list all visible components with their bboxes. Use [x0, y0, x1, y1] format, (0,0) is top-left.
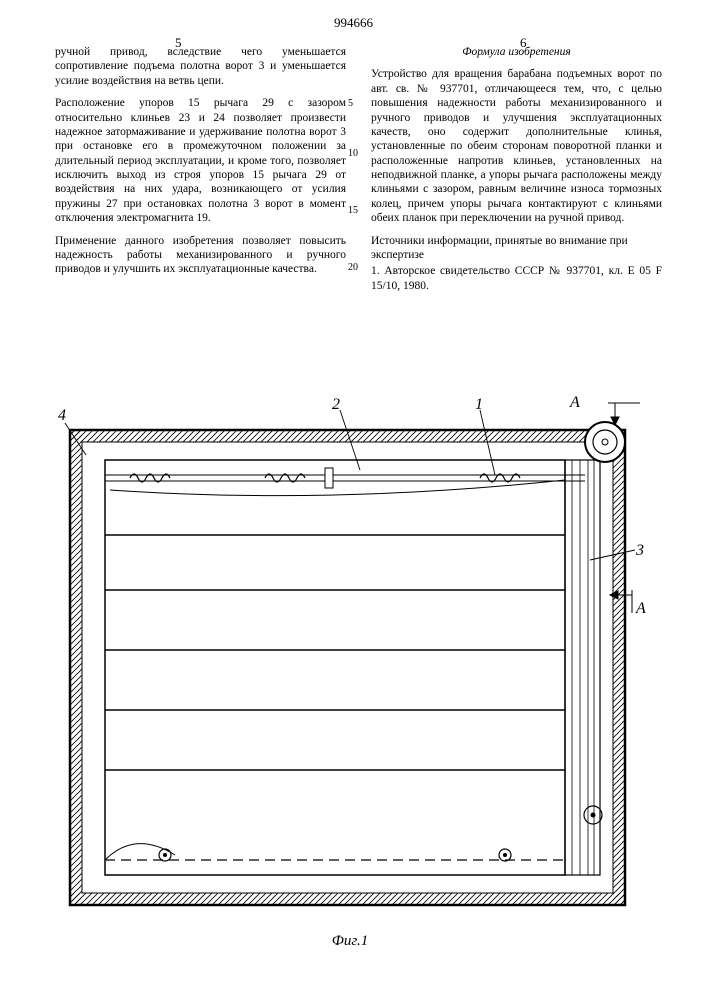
fig-label-1: 1 [475, 396, 483, 413]
fig-label-A-side: A [635, 600, 646, 617]
fig-label-A-top: A [569, 395, 580, 411]
left-p2: Расположение упоров 15 рычага 29 с зазор… [55, 96, 346, 225]
sources-title: Источники информации, принятые во вниман… [371, 234, 662, 263]
figure-1: 4 2 1 3 A A Фиг.1 [50, 395, 650, 950]
source-1: 1. Авторское свидетельство СССР № 937701… [371, 264, 662, 293]
text-columns: ручной привод, вследствие чего уменьшает… [55, 45, 662, 301]
right-p1: Устройство для вращения барабана подъемн… [371, 67, 662, 225]
fig-label-4: 4 [58, 407, 66, 424]
left-column: ручной привод, вследствие чего уменьшает… [55, 45, 346, 301]
patent-number: 994666 [0, 15, 707, 31]
fig-label-2: 2 [332, 396, 340, 413]
left-p1: ручной привод, вследствие чего уменьшает… [55, 45, 346, 88]
figure-svg: 4 2 1 3 A A [50, 395, 650, 925]
claims-title: Формула изобретения [371, 45, 662, 59]
right-column: Формула изобретения Устройство для враще… [371, 45, 662, 301]
left-p3: Применение данного изобретения позволяет… [55, 234, 346, 277]
fig-label-3: 3 [635, 542, 644, 559]
figure-caption: Фиг.1 [50, 933, 650, 950]
